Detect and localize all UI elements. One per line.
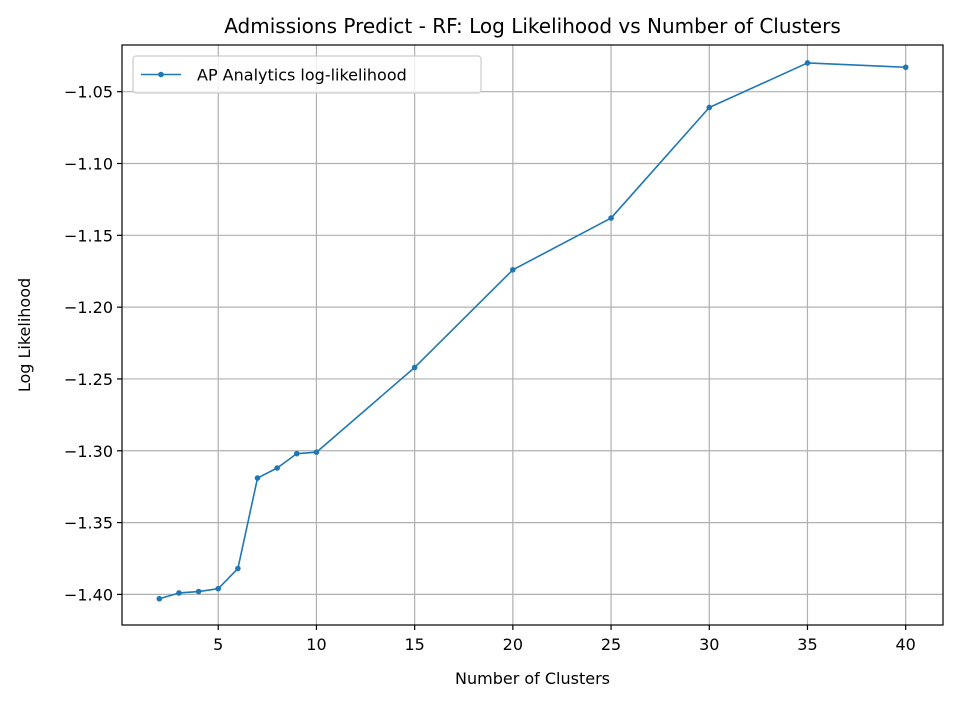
x-tick-label: 30 <box>699 635 719 654</box>
y-tick-label: −1.05 <box>64 83 113 102</box>
y-tick-label: −1.10 <box>64 154 113 173</box>
data-point <box>510 266 516 273</box>
chart-title: Admissions Predict - RF: Log Likelihood … <box>224 14 841 38</box>
x-tick-label: 5 <box>213 635 223 654</box>
data-point <box>156 595 163 602</box>
x-tick-label: 10 <box>306 635 326 654</box>
x-tick-label: 40 <box>896 635 916 654</box>
data-point <box>294 450 300 457</box>
y-tick-label: −1.30 <box>64 442 113 461</box>
y-tick-label: −1.40 <box>64 585 113 604</box>
series-layer <box>156 60 909 602</box>
grid-lines <box>122 45 943 625</box>
y-axis-label: Log Likelihood <box>15 278 34 392</box>
axis-ticks: 5 10 15 20 25 30 35 40 −1.40 −1.35 −1.30 −1.25 −1.20… <box>64 83 916 654</box>
x-tick-label: 20 <box>503 635 523 654</box>
legend-marker <box>158 71 164 78</box>
legend: AP Analytics log-likelihood <box>132 55 482 94</box>
plot-frame <box>121 44 944 626</box>
data-point <box>902 64 909 71</box>
x-tick-label: 25 <box>601 635 621 654</box>
data-point <box>804 60 811 66</box>
y-tick-label: −1.25 <box>64 370 113 389</box>
data-point <box>195 588 202 595</box>
data-point <box>706 104 713 111</box>
y-tick-label: −1.15 <box>64 226 113 245</box>
y-tick-label: −1.35 <box>64 514 113 533</box>
data-point <box>313 449 320 456</box>
data-point <box>411 364 418 371</box>
legend-label: AP Analytics log-likelihood <box>197 66 407 85</box>
data-point <box>274 465 280 471</box>
data-point <box>176 590 182 596</box>
x-tick-label: 15 <box>404 635 424 654</box>
data-point <box>235 565 241 572</box>
data-point <box>254 475 261 481</box>
x-tick-label: 35 <box>797 635 817 654</box>
y-tick-label: −1.20 <box>64 298 113 317</box>
data-point <box>608 215 614 221</box>
x-axis-label: Number of Clusters <box>455 669 610 688</box>
legend-box <box>132 55 482 94</box>
data-point <box>215 585 222 592</box>
